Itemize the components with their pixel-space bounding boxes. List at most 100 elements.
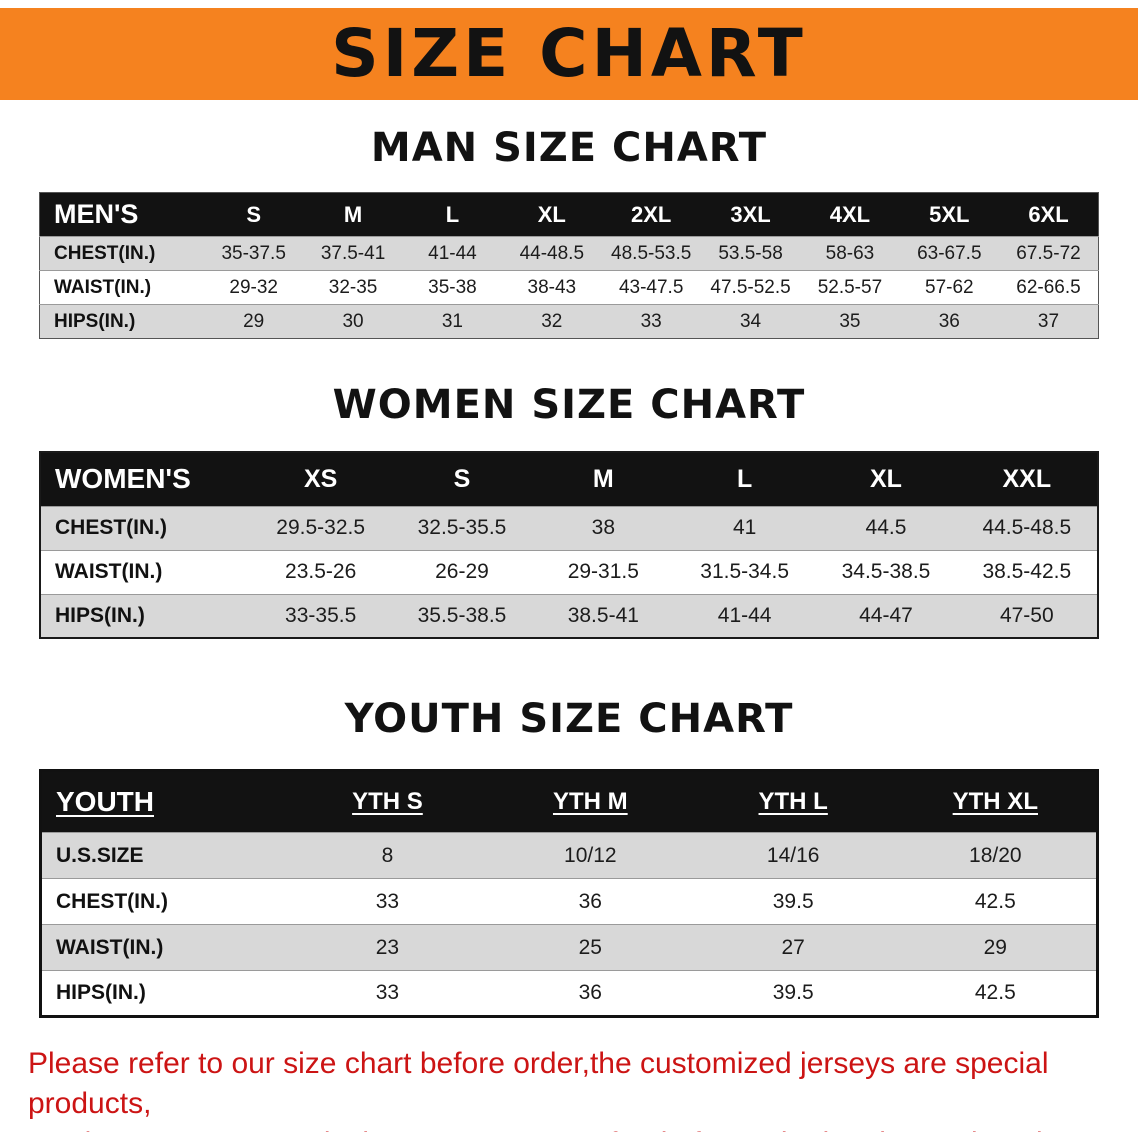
measurement-value-cell: 63-67.5	[899, 236, 999, 271]
size-header-cell: 5XL	[929, 201, 970, 227]
measurement-value-cell: 41-44	[402, 236, 503, 271]
measurement-value-cell: 62-66.5	[999, 270, 1099, 305]
disclaimer-text: Please refer to our size chart before or…	[28, 1044, 1118, 1132]
measurement-value-cell: 42.5	[894, 878, 1098, 925]
measurement-row: CHEST(IN.) 33 36 39.5 42.5	[40, 878, 1098, 925]
measurement-value-cell: 35	[800, 304, 900, 339]
measurement-value-cell: 35-37.5	[204, 236, 304, 271]
measurement-row: CHEST(IN.) 29.5-32.5 32.5-35.5 38 41 44.5 44.5…	[40, 505, 1098, 550]
measurement-value-cell: 35.5-38.5	[391, 593, 533, 638]
size-header-row: MEN'S S M L XL 2XL 3XL 4XL 5XL 6XL	[39, 192, 1099, 237]
measurement-value-cell: 38-43	[502, 270, 602, 305]
size-header-cell: XXL	[1002, 464, 1052, 493]
measurement-value-cell: 36	[899, 304, 999, 339]
size-header-cell: L	[737, 464, 753, 493]
measurement-label-cell: U.S.SIZE	[40, 832, 286, 879]
measurement-value-cell: 44.5-48.5	[956, 505, 1098, 550]
measurement-value-cell: 35-38	[402, 270, 503, 305]
measurement-label-cell: HIPS(IN.)	[40, 593, 250, 638]
measurement-value-cell: 58-63	[800, 236, 900, 271]
measurement-value-cell: 41-44	[673, 593, 816, 638]
measurement-label-cell: WAIST(IN.)	[40, 924, 286, 971]
page-title: SIZE CHART	[331, 15, 807, 92]
measurement-label-cell: HIPS(IN.)	[40, 970, 286, 1017]
measurement-value-cell: 18/20	[894, 832, 1098, 879]
measurement-value-cell: 29-31.5	[532, 549, 674, 594]
women-size-table: WOMEN'S XS S M L XL XXL CHEST(IN.) 29.5-32.5 32.5…	[39, 451, 1099, 639]
measurement-value-cell: 32	[502, 304, 602, 339]
size-header-cell: M	[592, 464, 614, 493]
measurement-value-cell: 37	[999, 304, 1099, 339]
size-chart-banner: SIZE CHART	[0, 8, 1138, 100]
measurement-value-cell: 10/12	[488, 832, 692, 879]
measurement-value-cell: 23.5-26	[250, 549, 392, 594]
measurement-label-cell: WAIST(IN.)	[39, 270, 204, 305]
measurement-value-cell: 38	[532, 505, 674, 550]
size-header-cell: XL	[870, 464, 902, 493]
youth-size-section: YOUTH SIZE CHART YOUTH YTH S YTH M YTH L YTH…	[0, 699, 1138, 1018]
measurement-value-cell: 57-62	[899, 270, 999, 305]
measurement-value-cell: 31	[402, 304, 503, 339]
men-size-section: MAN SIZE CHART MEN'S S M L XL 2XL 3XL 4XL 5XL 6XL…	[0, 128, 1138, 339]
table-title-cell: MEN'S	[54, 199, 139, 229]
measurement-value-cell: 26-29	[391, 549, 533, 594]
measurement-value-cell: 53.5-58	[700, 236, 801, 271]
size-header-cell: YTH S	[352, 788, 423, 815]
size-header-cell: YTH M	[552, 788, 628, 815]
measurement-value-cell: 48.5-53.5	[601, 236, 701, 271]
measurement-value-cell: 39.5	[691, 878, 895, 925]
size-header-cell: M	[343, 201, 363, 227]
measurement-value-cell: 41	[673, 505, 816, 550]
measurement-row: WAIST(IN.) 23.5-26 26-29 29-31.5 31.5-34.5 34…	[40, 549, 1098, 594]
measurement-value-cell: 38.5-41	[532, 593, 674, 638]
measurement-row: HIPS(IN.) 33 36 39.5 42.5	[40, 970, 1098, 1017]
measurement-label-cell: HIPS(IN.)	[39, 304, 204, 339]
measurement-value-cell: 29	[894, 924, 1098, 971]
measurement-value-cell: 44-47	[815, 593, 957, 638]
measurement-value-cell: 32-35	[303, 270, 403, 305]
measurement-value-cell: 39.5	[691, 970, 895, 1017]
youth-size-table: YOUTH YTH S YTH M YTH L YTH XL U.S.SIZE 8 10/12…	[39, 769, 1099, 1018]
measurement-label-cell: CHEST(IN.)	[40, 878, 286, 925]
size-header-cell: 2XL	[631, 201, 672, 227]
size-header-cell: 6XL	[1028, 201, 1069, 227]
measurement-value-cell: 33	[601, 304, 701, 339]
men-size-table: MEN'S S M L XL 2XL 3XL 4XL 5XL 6XL CHEST(IN.) 35-37…	[39, 192, 1099, 339]
size-header-cell: YTH L	[758, 788, 828, 815]
measurement-value-cell: 37.5-41	[303, 236, 403, 271]
measurement-value-cell: 44.5	[815, 505, 957, 550]
measurement-row: HIPS(IN.) 33-35.5 35.5-38.5 38.5-41 41-44 44-…	[40, 593, 1098, 638]
measurement-row: U.S.SIZE 8 10/12 14/16 18/20	[40, 832, 1098, 879]
measurement-value-cell: 14/16	[691, 832, 895, 879]
measurement-value-cell: 33-35.5	[250, 593, 392, 638]
size-header-cell: S	[453, 464, 471, 493]
women-size-section: WOMEN SIZE CHART WOMEN'S XS S M L XL XXL CHEST(…	[0, 385, 1138, 639]
size-header-row: YOUTH YTH S YTH M YTH L YTH XL	[40, 770, 1098, 833]
measurement-value-cell: 29-32	[204, 270, 304, 305]
measurement-value-cell: 27	[691, 924, 895, 971]
measurement-row: WAIST(IN.) 29-32 32-35 35-38 38-43 43-47.5 47.…	[39, 270, 1099, 305]
disclaimer-line-2: we don't accept cancel, change, teturn o…	[28, 1124, 1118, 1132]
size-header-cell: XS	[303, 464, 338, 493]
youth-section-heading: YOUTH SIZE CHART	[344, 696, 794, 742]
table-title-cell: WOMEN'S	[55, 463, 191, 495]
size-header-cell: XL	[537, 201, 566, 227]
measurement-row: CHEST(IN.) 35-37.5 37.5-41 41-44 44-48.5 48.5…	[39, 236, 1099, 271]
measurement-row: HIPS(IN.) 29 30 31 32 33 34 35 36 37	[39, 304, 1099, 339]
measurement-value-cell: 23	[286, 924, 489, 971]
measurement-value-cell: 36	[488, 970, 692, 1017]
measurement-value-cell: 25	[488, 924, 692, 971]
measurement-label-cell: WAIST(IN.)	[40, 549, 250, 594]
measurement-label-cell: CHEST(IN.)	[40, 505, 250, 550]
measurement-label-cell: CHEST(IN.)	[39, 236, 204, 271]
measurement-value-cell: 32.5-35.5	[391, 505, 533, 550]
measurement-value-cell: 34.5-38.5	[815, 549, 957, 594]
measurement-value-cell: 36	[488, 878, 692, 925]
size-header-cell: L	[445, 201, 460, 227]
measurement-value-cell: 29.5-32.5	[250, 505, 392, 550]
measurement-value-cell: 43-47.5	[601, 270, 701, 305]
measurement-value-cell: 67.5-72	[999, 236, 1099, 271]
size-header-cell: 4XL	[829, 201, 871, 227]
size-header-cell: S	[246, 201, 262, 227]
